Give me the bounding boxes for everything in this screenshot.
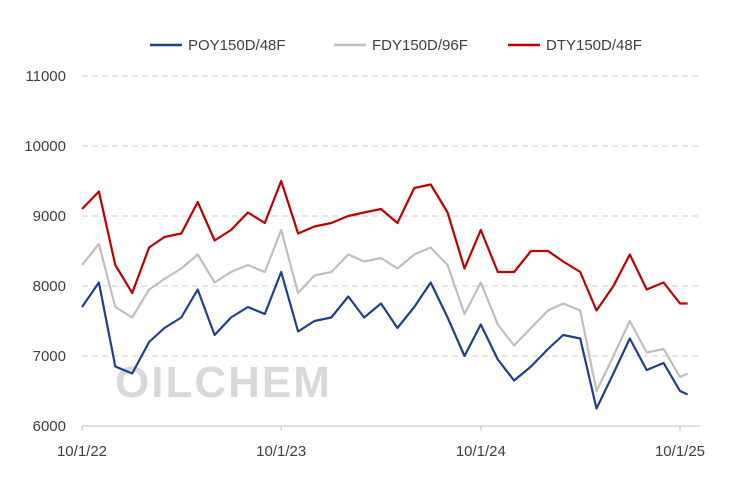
y-tick-label: 10000 <box>24 138 66 155</box>
axes: 6000 7000 8000 9000 10000 11000 10/1/22 10/1/23… <box>24 68 705 460</box>
series-lines <box>81 179 689 410</box>
series-line-dty150d-48f <box>81 179 688 312</box>
y-tick-label: 8000 <box>33 278 66 295</box>
legend: POY150D/48F FDY150D/96F DTY150D/48F <box>150 37 642 54</box>
legend-label-fdy150d-96f: FDY150D/96F <box>372 37 468 54</box>
legend-label-poy150d-48f: POY150D/48F <box>188 37 286 54</box>
legend-label-dty150d-48f: DTY150D/48F <box>546 37 642 54</box>
y-tick-label: 7000 <box>33 348 66 365</box>
y-tick-label: 11000 <box>25 68 66 85</box>
series-line-poy150d-48f <box>81 270 689 410</box>
series-line-fdy150d-96f <box>81 228 689 393</box>
watermark-text: OILCHEM <box>115 358 332 407</box>
x-tick-label: 10/1/24 <box>456 443 506 460</box>
y-tick-label: 9000 <box>33 208 66 225</box>
y-tick-label: 6000 <box>33 418 66 435</box>
x-tick-label: 10/1/23 <box>256 443 306 460</box>
x-tick-label: 10/1/22 <box>57 443 107 460</box>
gridlines <box>82 75 700 357</box>
x-tick-label: 10/1/25 <box>655 443 705 460</box>
